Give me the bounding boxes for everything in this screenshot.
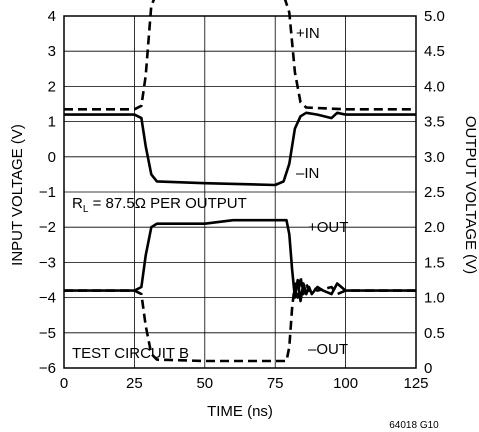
series-label-plus-in: +IN xyxy=(296,25,320,42)
series-label-plus-out: +OUT xyxy=(308,219,348,236)
plot-frame xyxy=(63,15,417,369)
series-line-plus-out xyxy=(64,218,416,303)
x-tick-label: 75 xyxy=(267,375,284,392)
rl-subscript: L xyxy=(83,204,89,215)
y-right-axis-title: OUTPUT VOLTAGE (V) xyxy=(462,116,479,274)
y-left-tick-label: 0 xyxy=(48,149,56,166)
grid xyxy=(64,16,416,368)
series-line-plus-in xyxy=(64,0,416,111)
y-right-tick-label: 3.0 xyxy=(424,149,445,166)
y-left-tick-label: 4 xyxy=(48,8,56,25)
y-left-tick-label: −4 xyxy=(39,290,56,307)
x-tick-label: 100 xyxy=(333,375,358,392)
y-left-tick-labels: 4 3 2 1 0 −1 −2 −3 −4 −5 −6 xyxy=(39,8,56,377)
test-circuit-annotation: TEST CIRCUIT B xyxy=(72,345,189,362)
y-left-tick-label: 3 xyxy=(48,43,56,60)
y-right-tick-label: 4.5 xyxy=(424,43,445,60)
y-right-tick-label: 4.0 xyxy=(424,78,445,95)
y-left-tick-label: 2 xyxy=(48,78,56,95)
x-axis-title: TIME (ns) xyxy=(207,403,273,420)
y-left-tick-label: 1 xyxy=(48,114,56,131)
x-tick-label: 125 xyxy=(403,375,428,392)
x-tick-label: 0 xyxy=(60,375,68,392)
x-tick-labels: 0 25 50 75 100 125 xyxy=(60,375,429,392)
y-left-tick-label: −3 xyxy=(39,254,56,271)
x-tick-label: 50 xyxy=(196,375,213,392)
y-left-tick-label: −2 xyxy=(39,219,56,236)
y-left-tick-label: −5 xyxy=(39,325,56,342)
series-label-minus-in: –IN xyxy=(296,165,319,182)
rl-main: R xyxy=(72,195,83,212)
y-right-tick-labels: 5.0 4.5 4.0 3.5 3.0 2.5 2.0 1.5 1.0 0.5 0 xyxy=(424,8,445,377)
figure-caption: 64018 G10 xyxy=(389,420,439,431)
load-resistance-annotation: RL = 87.5Ω PER OUTPUT xyxy=(72,195,247,215)
series-lines xyxy=(64,0,416,363)
y-right-tick-label: 2.5 xyxy=(424,184,445,201)
y-right-tick-label: 2.0 xyxy=(424,219,445,236)
y-right-tick-label: 1.5 xyxy=(424,254,445,271)
y-left-tick-label: −1 xyxy=(39,184,56,201)
y-left-tick-label: −6 xyxy=(39,360,56,377)
series-label-minus-out: –OUT xyxy=(308,341,348,358)
y-right-tick-label: 1.0 xyxy=(424,290,445,307)
rl-rest: = 87.5Ω PER OUTPUT xyxy=(88,195,246,212)
x-tick-label: 25 xyxy=(126,375,143,392)
series-line-minus-out xyxy=(64,275,416,363)
y-right-tick-label: 0 xyxy=(424,360,432,377)
y-right-tick-label: 5.0 xyxy=(424,8,445,25)
y-left-axis-title: INPUT VOLTAGE (V) xyxy=(9,124,26,266)
series-line-minus-in xyxy=(64,111,416,187)
y-right-tick-label: 0.5 xyxy=(424,325,445,342)
y-right-tick-label: 3.5 xyxy=(424,114,445,131)
